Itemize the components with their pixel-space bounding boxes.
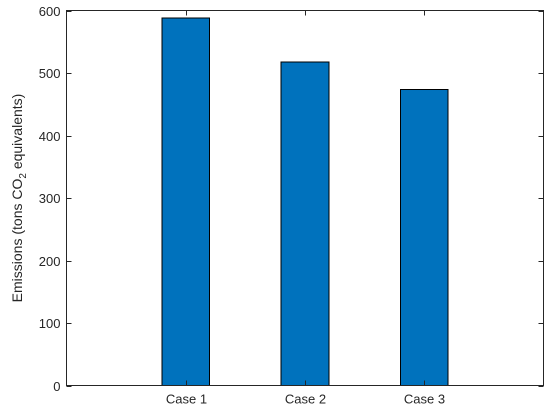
y-axis-label-prefix: Emissions (tons CO bbox=[9, 179, 25, 303]
y-axis-label: Emissions (tons CO2 equivalents) bbox=[9, 94, 29, 303]
bar-case-3 bbox=[399, 88, 449, 387]
x-tick-label: Case 1 bbox=[166, 392, 207, 407]
x-axis-ticks: Case 1 Case 2 Case 3 bbox=[166, 10, 445, 407]
bar-case-2 bbox=[280, 61, 330, 387]
plot-area: 0 100 200 300 400 500 600 Case 1 Case 2 Case 3 bbox=[39, 4, 544, 407]
y-tick-label: 400 bbox=[39, 129, 61, 144]
bar-case-1 bbox=[161, 17, 211, 386]
y-tick-label: 100 bbox=[39, 316, 61, 331]
y-axis-label-subscript: 2 bbox=[18, 173, 29, 179]
y-tick-label: 0 bbox=[53, 379, 60, 394]
bars bbox=[161, 17, 449, 387]
y-axis-label-suffix: equivalents) bbox=[9, 94, 25, 173]
x-tick-label: Case 3 bbox=[404, 392, 445, 407]
y-tick-label: 300 bbox=[39, 191, 61, 206]
y-tick-label: 600 bbox=[39, 4, 61, 19]
y-tick-label: 500 bbox=[39, 66, 61, 81]
y-axis-ticks: 0 100 200 300 400 500 600 bbox=[39, 4, 544, 394]
y-tick-label: 200 bbox=[39, 254, 61, 269]
x-tick-label: Case 2 bbox=[285, 392, 326, 407]
